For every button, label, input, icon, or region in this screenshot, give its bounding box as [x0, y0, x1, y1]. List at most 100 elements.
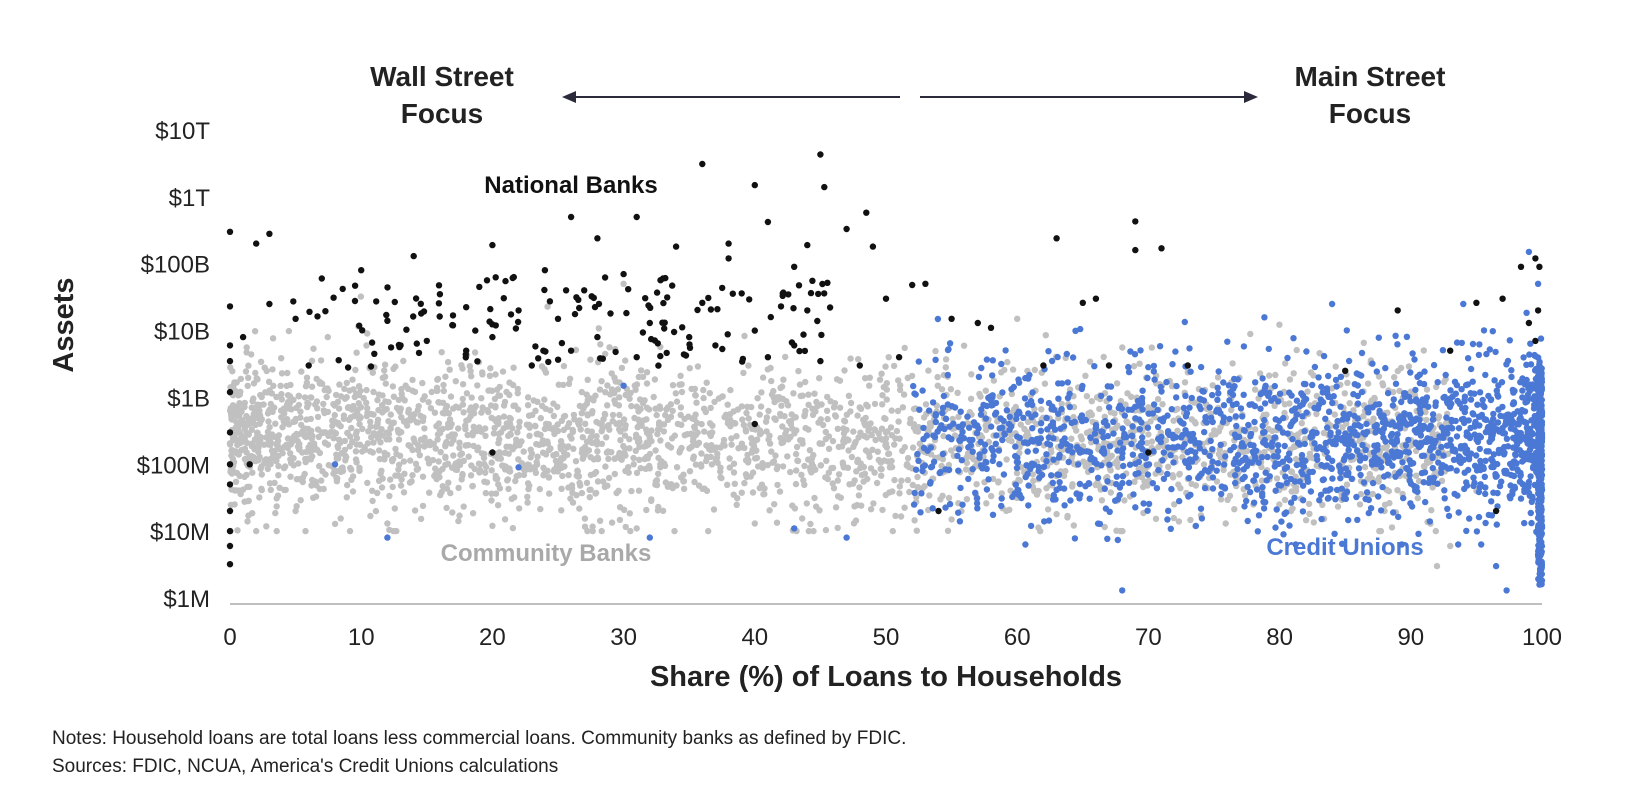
national-bank-point [729, 290, 736, 297]
credit-union-point [1233, 422, 1240, 430]
community-bank-point [960, 342, 968, 349]
credit-union-point [1220, 402, 1228, 409]
community-bank-point [356, 467, 363, 474]
community-bank-point [301, 394, 309, 401]
community-bank-point [1073, 427, 1080, 434]
community-bank-point [945, 494, 953, 502]
community-bank-point [445, 479, 452, 486]
credit-union-point [1298, 461, 1305, 468]
community-bank-point [398, 385, 405, 393]
community-bank-point [782, 430, 789, 438]
community-bank-point [671, 527, 678, 535]
community-bank-point [333, 474, 340, 482]
credit-union-point [1271, 434, 1278, 441]
community-bank-point [641, 397, 648, 404]
community-bank-point [557, 442, 564, 450]
credit-union-point [1325, 487, 1332, 494]
national-bank-point [512, 325, 520, 332]
credit-union-point [928, 463, 936, 470]
credit-union-point [1369, 479, 1377, 487]
credit-union-point [1425, 403, 1432, 410]
national-bank-point [290, 298, 297, 305]
community-bank-point [496, 383, 503, 391]
community-bank-point [858, 502, 865, 509]
community-bank-point [812, 408, 819, 415]
community-bank-point [405, 406, 412, 413]
credit-union-point [1048, 472, 1055, 479]
credit-union-point [1318, 461, 1325, 469]
community-bank-point [416, 452, 423, 459]
national-bank-point [472, 327, 479, 334]
credit-union-point [620, 382, 627, 389]
credit-union-point [1299, 497, 1307, 504]
community-bank-point [372, 423, 380, 430]
community-bank-point [1092, 481, 1099, 489]
credit-union-point [948, 403, 956, 410]
community-bank-point [830, 485, 838, 492]
community-bank-point [508, 495, 515, 503]
national-bank-point [751, 181, 758, 189]
community-bank-point [604, 382, 611, 389]
community-bank-point [226, 441, 234, 448]
credit-union-point [1416, 416, 1423, 423]
credit-union-point [945, 466, 953, 473]
community-bank-point [455, 517, 462, 525]
community-bank-point [431, 409, 439, 416]
national-bank-point [356, 322, 363, 329]
community-bank-point [456, 512, 463, 519]
credit-union-point [1029, 425, 1036, 432]
community-bank-point [798, 471, 805, 478]
community-bank-point [395, 461, 403, 468]
credit-union-point [1447, 387, 1454, 394]
credit-union-point [1489, 328, 1497, 335]
credit-union-point [1104, 478, 1111, 485]
community-bank-point [269, 335, 277, 342]
community-bank-point [648, 427, 655, 434]
national-bank-point [514, 318, 522, 326]
community-bank-point [1058, 400, 1065, 408]
community-bank-point [1380, 444, 1387, 452]
community-bank-point [392, 472, 399, 479]
community-bank-point [870, 500, 877, 507]
community-bank-point [643, 369, 651, 376]
community-bank-point [605, 455, 612, 462]
credit-union-point [1426, 518, 1434, 525]
community-bank-point [579, 455, 586, 462]
credit-union-point [1393, 438, 1401, 445]
community-bank-point [701, 428, 708, 435]
community-bank-point [1177, 485, 1184, 492]
community-bank-point [273, 495, 280, 502]
community-bank-point [700, 394, 707, 402]
community-bank-point [847, 355, 854, 362]
national-bank-point [545, 358, 552, 366]
credit-union-point [1538, 376, 1545, 383]
credit-union-point [1203, 419, 1211, 426]
community-bank-point [471, 349, 479, 356]
community-bank-point [442, 373, 449, 380]
credit-union-point [1507, 482, 1514, 489]
community-bank-point [396, 452, 404, 459]
credit-union-point [1168, 406, 1176, 413]
community-bank-point [727, 386, 734, 394]
credit-union-point [1537, 468, 1544, 475]
community-bank-point [442, 443, 449, 450]
community-bank-point [432, 465, 439, 472]
community-bank-point [278, 414, 285, 421]
credit-union-point [1485, 448, 1492, 455]
community-bank-point [616, 420, 624, 428]
credit-union-point [1137, 347, 1144, 354]
community-bank-point [319, 468, 326, 475]
community-bank-point [455, 484, 462, 492]
national-bank-point [807, 289, 815, 297]
community-bank-point [317, 357, 325, 364]
credit-union-point [1086, 495, 1093, 502]
credit-union-point [1054, 353, 1061, 361]
community-bank-point [622, 422, 629, 429]
credit-union-point [1419, 396, 1427, 403]
credit-union-point [1374, 446, 1381, 453]
credit-union-point [1272, 487, 1279, 494]
community-bank-point [1082, 372, 1089, 379]
community-bank-point [333, 451, 340, 458]
credit-union-point [1510, 444, 1517, 451]
community-bank-point [537, 505, 544, 513]
